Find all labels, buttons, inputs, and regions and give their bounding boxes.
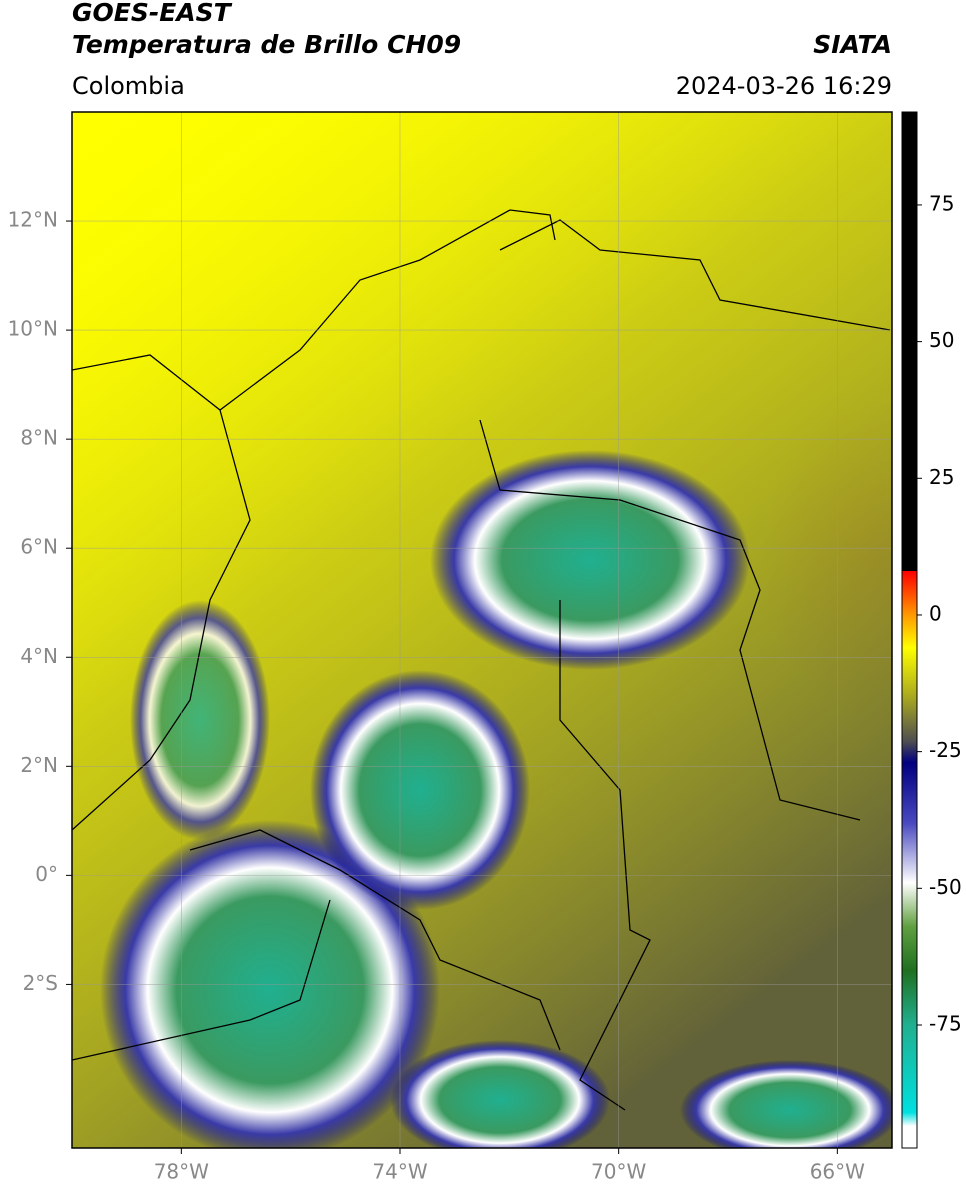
lat-tick-label: 2°N — [20, 753, 58, 777]
graticule — [66, 112, 892, 1154]
lon-tick-label: 66°W — [810, 1160, 865, 1184]
lat-tick-label: 12°N — [8, 208, 58, 232]
colorbar-tick-label: 0 — [929, 601, 942, 625]
map-frame — [71, 111, 893, 1149]
lat-tick-label: 2°S — [23, 971, 58, 995]
colorbar-tick-label: -50 — [929, 875, 962, 899]
colorbar-tick-label: 75 — [929, 191, 954, 215]
colorbar-tick-label: 25 — [929, 465, 954, 489]
lat-tick-label: 0° — [35, 862, 58, 886]
lon-tick-label: 74°W — [372, 1160, 427, 1184]
source: SIATA — [813, 30, 892, 59]
colorbar: 75 50 25 0 -25 -50 -75 — [901, 111, 962, 1149]
satellite-image — [72, 112, 892, 1148]
region: Colombia — [72, 72, 185, 100]
lon-tick-label: 70°W — [591, 1160, 646, 1184]
colorbar-tick-label: -75 — [929, 1011, 962, 1035]
colorbar-tick-label: -25 — [929, 738, 962, 762]
lat-tick-label: 6°N — [20, 535, 58, 559]
lat-tick-label: 8°N — [20, 426, 58, 450]
lat-tick-label: 10°N — [8, 317, 58, 341]
lat-tick-label: 4°N — [20, 644, 58, 668]
datetime: 2024-03-26 16:29 — [676, 72, 892, 100]
colorbar-tick-label: 50 — [929, 328, 954, 352]
title: GOES-EAST — [72, 0, 233, 27]
lon-tick-label: 78°W — [154, 1160, 209, 1184]
subtitle: Temperatura de Brillo CH09 — [72, 30, 461, 59]
colorbar-fill — [901, 111, 918, 1149]
